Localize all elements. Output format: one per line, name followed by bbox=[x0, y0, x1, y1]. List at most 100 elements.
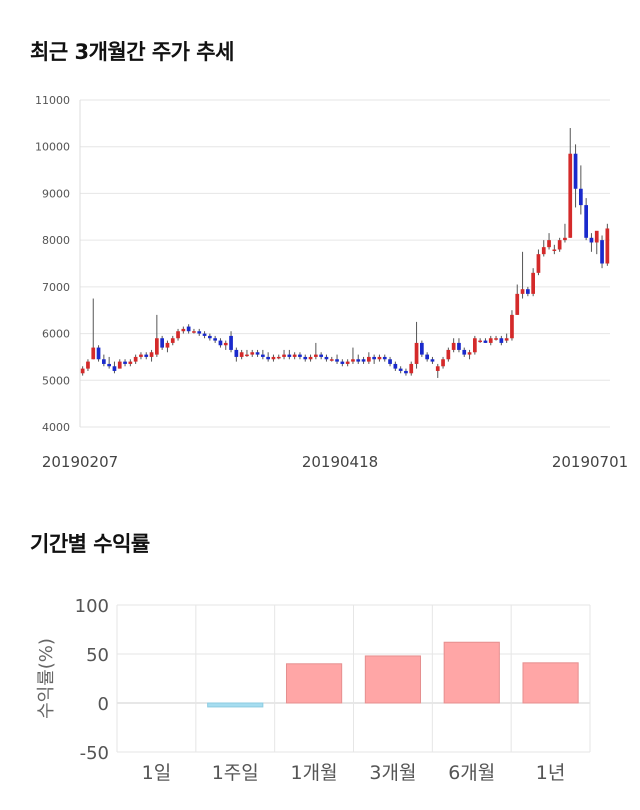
candle bbox=[245, 349, 249, 357]
candle-body bbox=[388, 359, 392, 364]
candle-body bbox=[441, 359, 445, 367]
candle bbox=[351, 347, 355, 364]
candle bbox=[250, 349, 255, 357]
candle-body bbox=[451, 342, 456, 350]
candle bbox=[192, 328, 196, 334]
candle-body bbox=[335, 359, 339, 362]
candle bbox=[584, 198, 589, 241]
candle bbox=[271, 354, 276, 362]
candle-body bbox=[218, 340, 223, 346]
candle bbox=[388, 356, 392, 367]
candle bbox=[414, 321, 419, 369]
candle bbox=[223, 340, 228, 350]
returns-title: 기간별 수익률 bbox=[30, 532, 150, 556]
candle-body bbox=[483, 340, 488, 343]
candle bbox=[207, 333, 212, 341]
candle-body bbox=[605, 228, 610, 264]
candle-body bbox=[160, 338, 165, 348]
candle-body bbox=[170, 338, 175, 343]
candle-body bbox=[541, 247, 546, 255]
price-trend-title: 최근 3개월간 주가 추세 bbox=[30, 40, 234, 64]
candle-body bbox=[202, 333, 207, 336]
candle-body bbox=[515, 293, 520, 315]
candle-body bbox=[409, 363, 414, 374]
candle-body bbox=[192, 331, 196, 333]
candle bbox=[154, 314, 159, 357]
candle-body bbox=[414, 342, 419, 364]
candle-body bbox=[446, 349, 451, 360]
candle-body bbox=[531, 272, 536, 294]
candle-body bbox=[510, 314, 514, 339]
candle bbox=[568, 128, 573, 238]
candle bbox=[292, 352, 297, 360]
candle-body bbox=[584, 205, 589, 238]
candle-body bbox=[112, 366, 117, 371]
candle-body bbox=[313, 354, 318, 357]
returns-x-tick-label: 6개월 bbox=[448, 762, 495, 784]
candle-body bbox=[520, 289, 525, 294]
returns-x-tick-label: 3개월 bbox=[369, 762, 416, 784]
candle bbox=[170, 335, 175, 346]
candle-body bbox=[308, 356, 313, 360]
return-bar bbox=[364, 655, 422, 704]
candle bbox=[510, 310, 514, 341]
candle bbox=[515, 284, 520, 315]
candle-body bbox=[123, 361, 127, 364]
candle-body bbox=[594, 230, 599, 243]
candle bbox=[340, 359, 345, 367]
candle bbox=[329, 356, 334, 362]
candle bbox=[276, 354, 281, 360]
candle bbox=[335, 354, 339, 364]
candle-body bbox=[600, 240, 604, 264]
candle-body bbox=[563, 237, 567, 241]
candle bbox=[101, 354, 106, 367]
candle bbox=[547, 233, 551, 250]
candle bbox=[197, 328, 202, 336]
candle bbox=[96, 345, 101, 362]
candle-body bbox=[133, 356, 138, 362]
candle bbox=[573, 144, 578, 208]
candle bbox=[600, 235, 604, 269]
candle-body bbox=[197, 331, 202, 334]
candle bbox=[160, 335, 165, 350]
candle bbox=[308, 354, 313, 362]
candle-body bbox=[245, 354, 249, 357]
candle-body bbox=[377, 356, 382, 360]
candle bbox=[425, 352, 430, 362]
candle-body bbox=[144, 354, 149, 357]
candle bbox=[404, 368, 408, 376]
candle bbox=[557, 237, 562, 252]
candle-body bbox=[457, 342, 461, 350]
candle-body bbox=[435, 366, 440, 371]
candle-body bbox=[292, 354, 297, 357]
candle bbox=[541, 240, 546, 257]
candle bbox=[80, 366, 85, 376]
price-y-tick-label: 11000 bbox=[35, 94, 70, 107]
candle-body bbox=[154, 338, 159, 355]
candle bbox=[536, 249, 541, 276]
candle-body bbox=[271, 356, 276, 360]
returns-grid bbox=[116, 604, 591, 753]
candle bbox=[202, 331, 207, 339]
candle-body bbox=[282, 354, 286, 357]
candle-body bbox=[260, 354, 265, 357]
candle-body bbox=[250, 352, 255, 355]
candle-body bbox=[382, 356, 387, 360]
candle bbox=[255, 349, 260, 357]
price-trend-chart: 11000 10000 9000 8000 7000 6000 5000 4000 20190… bbox=[35, 94, 628, 471]
candle bbox=[144, 352, 149, 360]
candle bbox=[435, 363, 440, 378]
candle-body bbox=[589, 237, 594, 243]
candle-body bbox=[329, 359, 334, 361]
candle-body bbox=[165, 342, 170, 348]
candle bbox=[472, 335, 477, 355]
candle bbox=[345, 359, 350, 367]
candle-body bbox=[276, 356, 281, 359]
candle-body bbox=[430, 359, 435, 362]
candle bbox=[441, 356, 445, 369]
candle-body bbox=[419, 342, 424, 355]
candle bbox=[303, 354, 308, 362]
candle-body bbox=[303, 356, 308, 360]
candle bbox=[393, 361, 398, 371]
candle bbox=[107, 356, 112, 369]
